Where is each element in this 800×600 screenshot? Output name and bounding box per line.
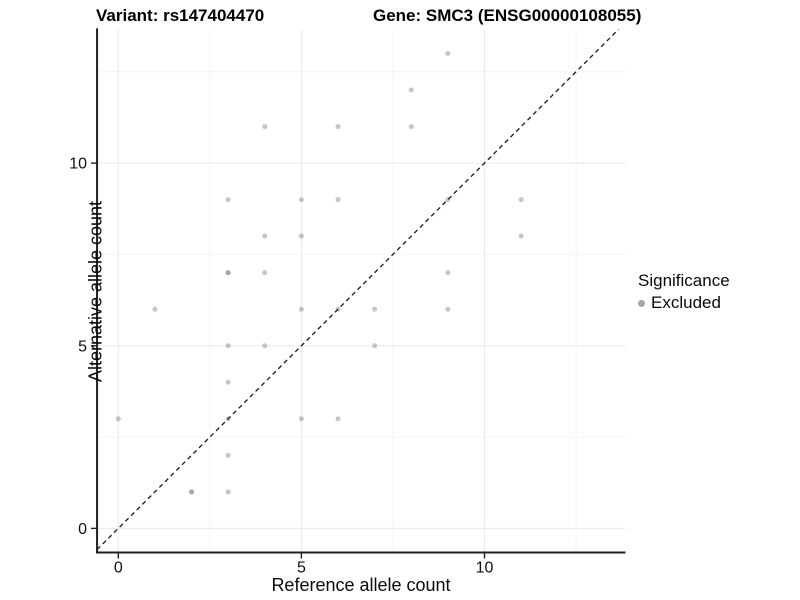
legend-item-excluded: Excluded [638,293,730,313]
data-point [408,124,414,130]
plot-title-gene: Gene: SMC3 (ENSG00000108055) [373,6,642,25]
data-point [225,270,231,276]
data-point [335,416,341,422]
axis-tick-labels: 0 5 10 0 5 10 [69,156,493,577]
data-point [262,343,268,349]
x-axis-title: Reference allele count [271,575,451,595]
identity-line [96,28,619,551]
axis-ticks [91,162,486,559]
data-point [225,489,231,495]
data-point [335,197,341,203]
gridlines-minor [97,29,626,553]
data-point [225,343,231,349]
data-point [189,489,195,495]
data-point [298,306,304,312]
data-point [445,270,451,276]
x-tick-label: 5 [297,560,306,577]
plot-title-variant: Variant: rs147404470 [96,6,265,25]
legend-title: Significance [638,271,730,290]
data-point [372,343,378,349]
axis-lines [96,28,626,554]
data-point [115,416,121,422]
data-point [298,233,304,239]
data-point [298,416,304,422]
data-point [298,197,304,203]
legend: Significance Excluded [638,271,730,313]
y-tick-label: 0 [78,521,87,538]
gridlines-major [97,29,626,553]
identity-dashed-line [96,28,619,551]
data-point [262,270,268,276]
data-point [372,306,378,312]
data-point [262,233,268,239]
legend-point-icon [638,299,645,307]
data-point [445,306,451,312]
legend-item-label: Excluded [651,293,721,312]
y-tick-label: 5 [78,338,87,355]
data-point [225,197,231,203]
data-point [189,489,195,495]
data-point [335,124,341,130]
data-point [225,379,231,385]
y-tick-label: 10 [69,156,87,173]
data-point [152,306,158,312]
x-tick-label: 0 [114,560,123,577]
data-point [225,452,231,458]
data-point [262,124,268,130]
data-points [115,51,524,495]
data-point [518,197,524,203]
y-axis-title: Alternative allele count [85,200,106,383]
data-point [518,233,524,239]
data-point [225,270,231,276]
data-point [408,87,414,93]
data-point [445,51,451,57]
x-tick-label: 10 [476,560,494,577]
